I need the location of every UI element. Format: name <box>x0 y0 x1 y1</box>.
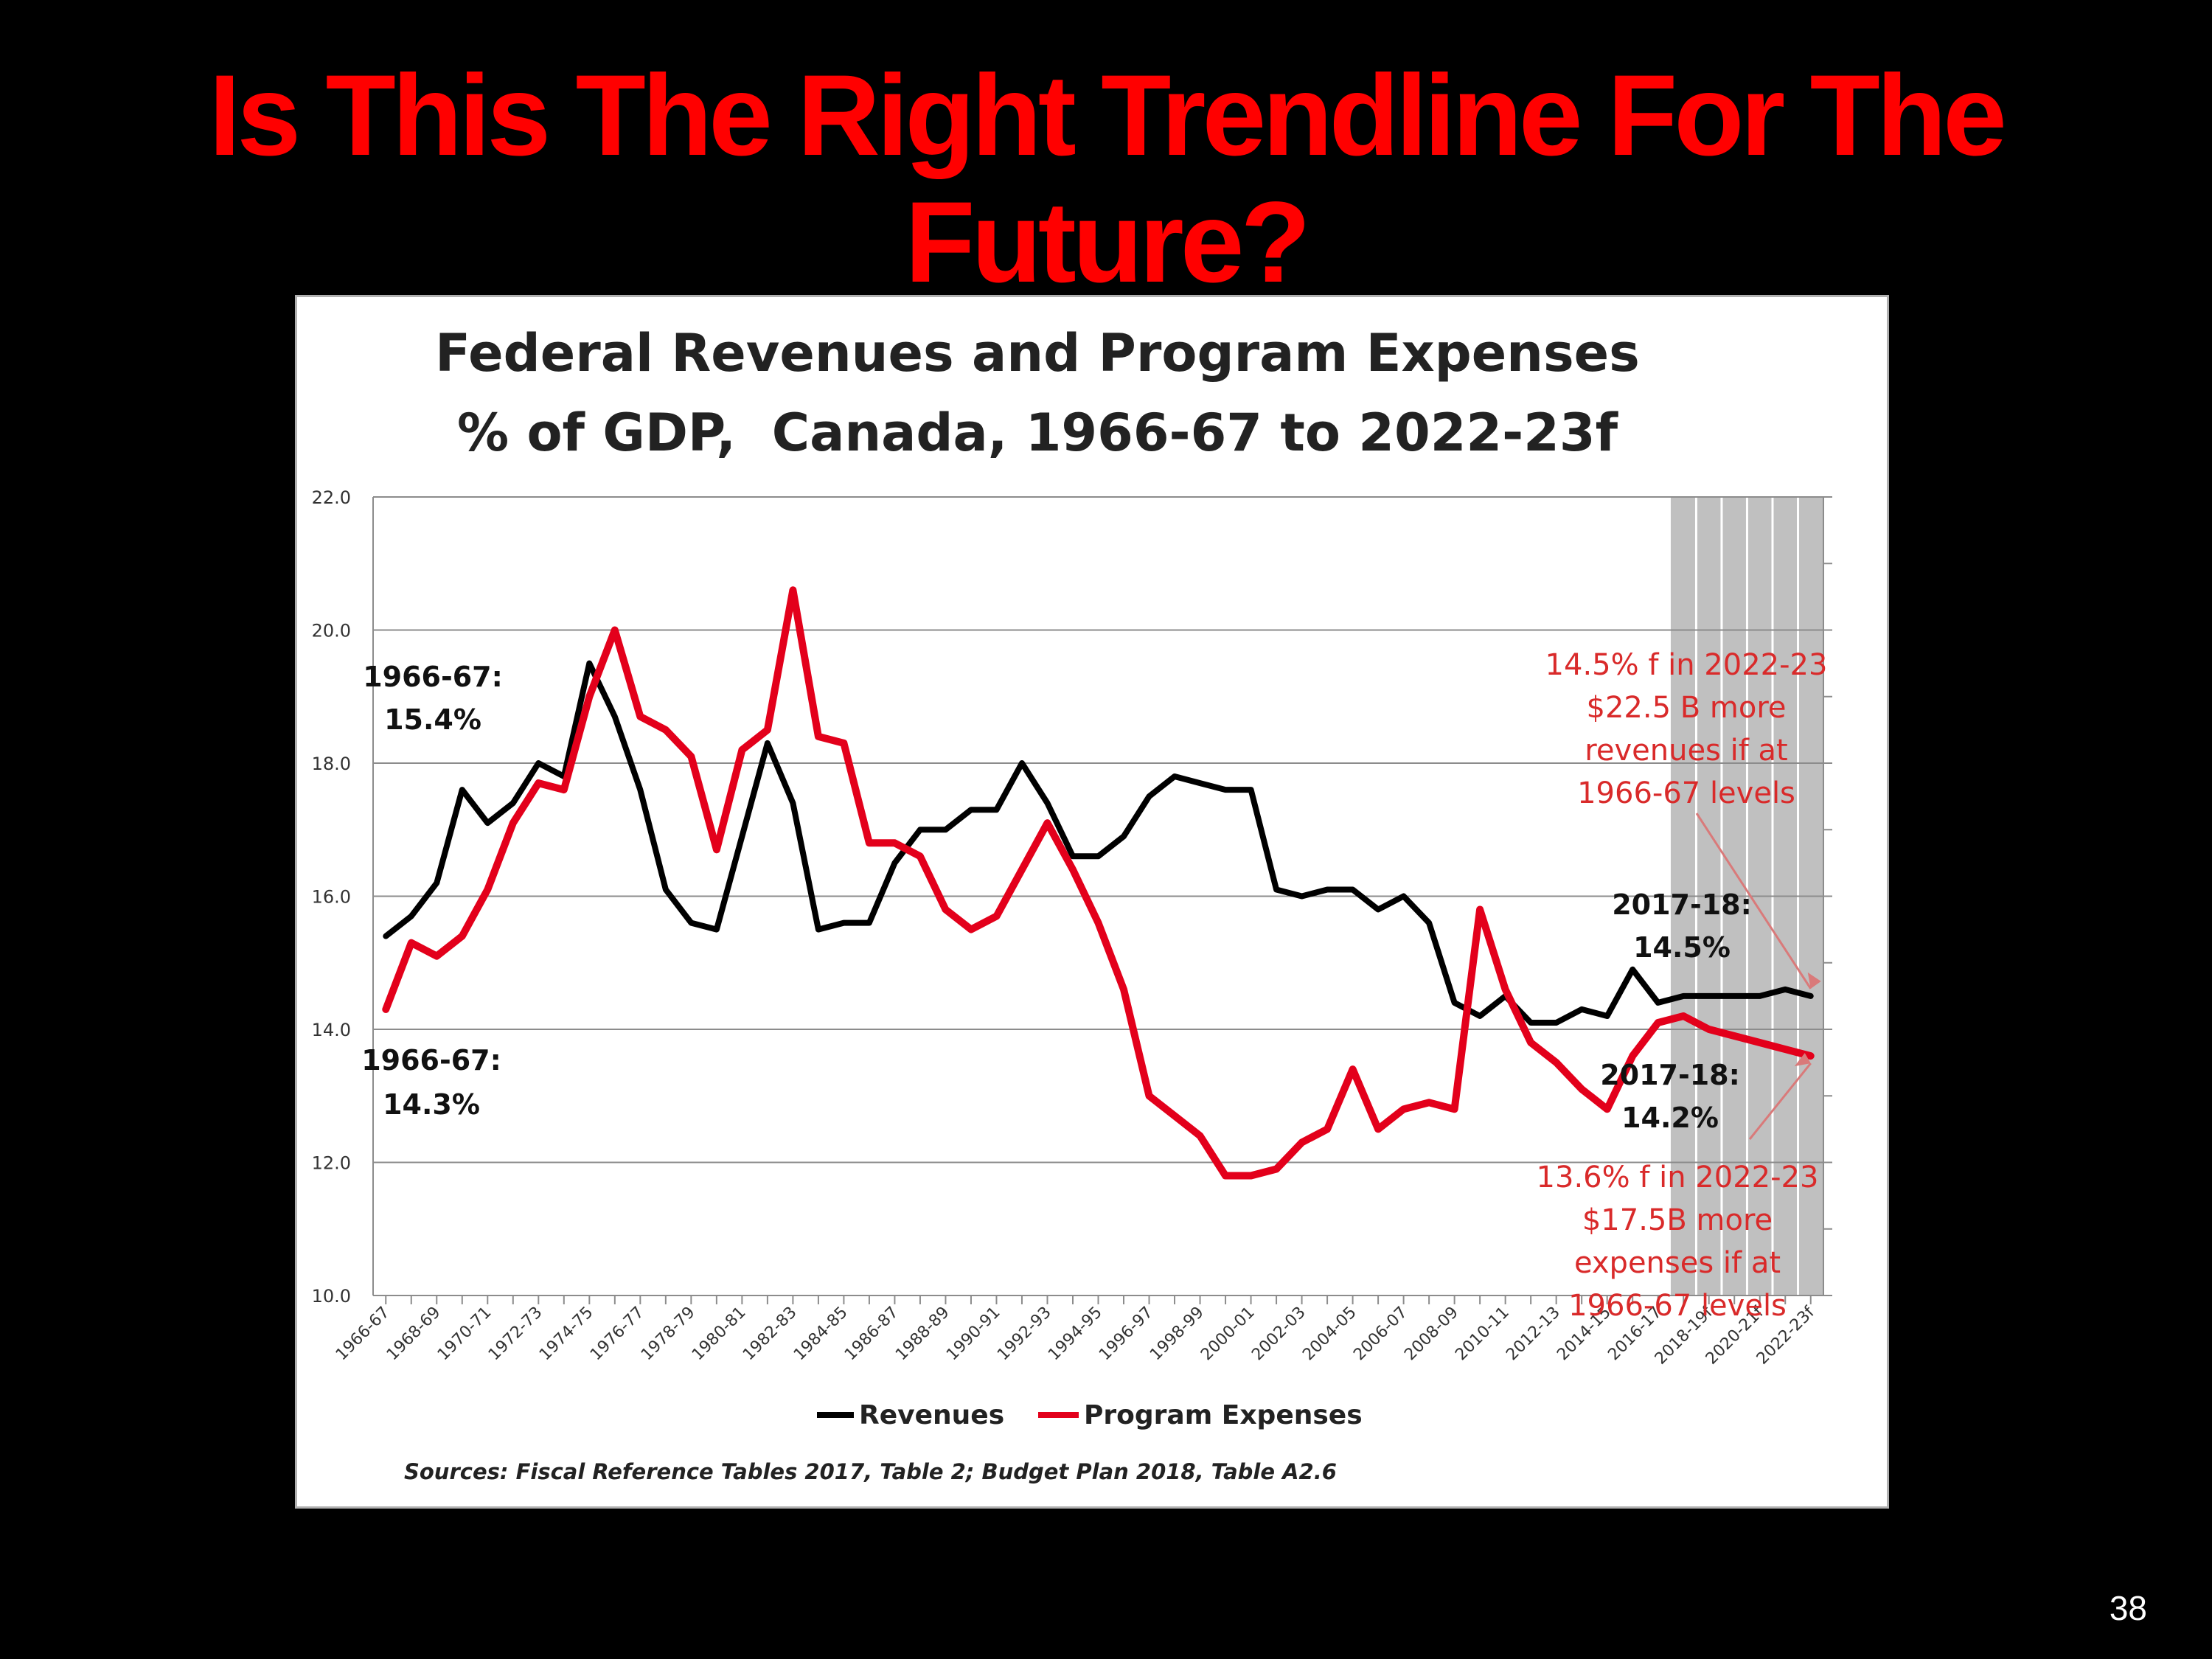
x-tick-label: 1968-69 <box>383 1304 445 1365</box>
annotation-expense-forecast: 13.6% f in 2022-23 <box>1537 1161 1819 1194</box>
x-tick-label: 2010-11 <box>1452 1304 1513 1365</box>
annotation-revenue-forecast: $22.5 B more <box>1587 691 1787 725</box>
annotation-expense-start: 1966-67: <box>361 1044 501 1077</box>
x-tick-label: 1990-91 <box>943 1304 1004 1365</box>
annotation-arrowhead-revenue <box>1807 972 1821 989</box>
y-tick-label: 16.0 <box>312 887 351 908</box>
annotation-arrow-expense <box>1748 1062 1812 1140</box>
annotation-arrowhead-expense <box>1794 1053 1811 1067</box>
annotation-revenue-forecast: 14.5% f in 2022-23 <box>1545 648 1828 682</box>
x-tick-label: 1994-95 <box>1045 1304 1106 1365</box>
x-tick-label: 2012-13 <box>1503 1304 1564 1365</box>
x-tick-label: 1976-77 <box>587 1304 648 1365</box>
slide-title: Is This The Right Trendline For The Futu… <box>209 52 2007 307</box>
x-tick-label: 2002-03 <box>1248 1304 1310 1365</box>
annotation-revenue-start: 1966-67: <box>363 661 503 693</box>
x-tick-label: 2004-05 <box>1299 1304 1360 1365</box>
series-line-program-expenses <box>382 586 1815 1180</box>
annotations: 1966-67: 15.4% 1966-67: 14.3% 2017-18: 14.5% 2… <box>361 648 1827 1323</box>
x-tick-label: 1970-71 <box>434 1304 495 1365</box>
annotation-expense-2017: 14.2% <box>1621 1102 1719 1134</box>
y-tick-label: 12.0 <box>312 1153 351 1174</box>
annotation-revenue-forecast: 1966-67 levels <box>1577 776 1795 810</box>
chart-panel: Federal Revenues and Program Expenses % … <box>295 295 1889 1509</box>
legend: Revenues Program Expenses <box>817 1400 1363 1430</box>
series-line-revenues <box>383 660 1814 1026</box>
x-tick-label: 1986-87 <box>841 1304 902 1365</box>
x-tick-label: 1974-75 <box>536 1304 597 1365</box>
annotation-expense-start: 14.3% <box>383 1088 480 1121</box>
axes: 1966-671968-691970-711972-731974-751976-… <box>333 497 1824 1368</box>
x-tick-label: 1996-97 <box>1096 1304 1157 1365</box>
legend-label-revenues: Revenues <box>859 1400 1004 1430</box>
x-tick-label: 1980-81 <box>689 1304 750 1365</box>
x-tick-label: 2006-07 <box>1350 1304 1411 1365</box>
annotation-expense-forecast: $17.5B more <box>1582 1203 1773 1237</box>
series-lines <box>382 586 1815 1180</box>
annotation-expense-forecast: 1966-67 levels <box>1568 1289 1787 1323</box>
grid-lines: 10.0 12.0 14.0 16.0 18.0 20.0 22.0 <box>312 487 1832 1307</box>
x-tick-label: 1978-79 <box>638 1304 699 1365</box>
annotation-expense-forecast: expenses if at <box>1574 1246 1781 1280</box>
page-number: 38 <box>2109 1589 2147 1627</box>
annotation-revenue-start: 15.4% <box>384 703 481 736</box>
y-tick-label: 14.0 <box>312 1020 351 1040</box>
x-tick-label: 2000-01 <box>1197 1304 1259 1365</box>
x-tick-label: 1984-85 <box>790 1304 852 1365</box>
y-tick-label: 18.0 <box>312 754 351 774</box>
x-tick-label: 2008-09 <box>1401 1304 1462 1365</box>
line-chart: Federal Revenues and Program Expenses % … <box>312 323 1832 1484</box>
x-tick-label: 1992-93 <box>994 1304 1055 1365</box>
chart-sources: Sources: Fiscal Reference Tables 2017, T… <box>404 1459 1337 1484</box>
x-tick-label: 1998-99 <box>1147 1304 1208 1365</box>
y-tick-label: 10.0 <box>312 1286 351 1307</box>
chart-title: Federal Revenues and Program Expenses <box>435 323 1640 383</box>
annotation-revenue-2017: 2017-18: <box>1612 888 1752 921</box>
annotation-revenue-forecast: revenues if at <box>1585 734 1787 768</box>
annotation-arrow-revenue <box>1695 813 1812 990</box>
x-tick-label: 1982-83 <box>740 1304 801 1365</box>
annotation-revenue-2017: 14.5% <box>1633 931 1731 964</box>
y-tick-label: 22.0 <box>312 487 351 508</box>
x-tick-label: 1972-73 <box>485 1304 546 1365</box>
y-tick-label: 20.0 <box>312 621 351 641</box>
annotation-expense-2017: 2017-18: <box>1600 1059 1740 1091</box>
x-tick-label: 1988-89 <box>892 1304 953 1365</box>
x-tick-label: 1966-67 <box>333 1304 394 1365</box>
legend-label-program-expenses: Program Expenses <box>1084 1400 1363 1430</box>
chart-subtitle: % of GDP, Canada, 1966-67 to 2022-23f <box>457 403 1619 463</box>
